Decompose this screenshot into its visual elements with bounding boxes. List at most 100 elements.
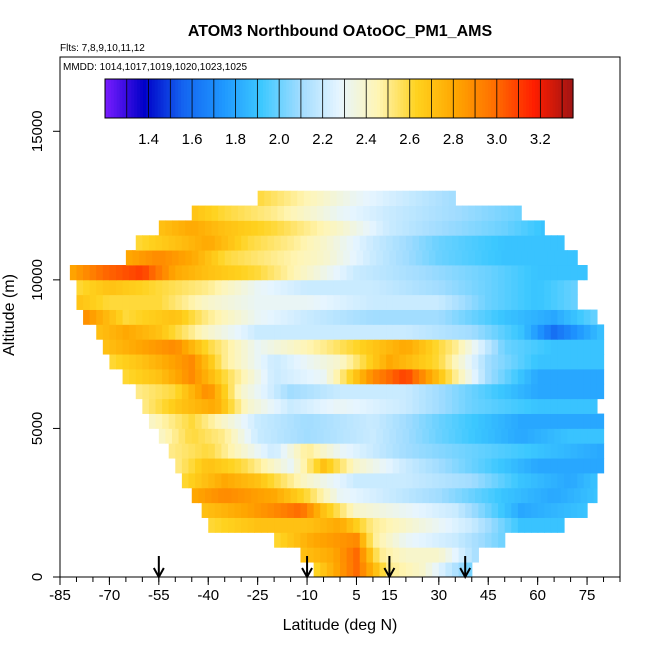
heatmap-cell [438, 532, 447, 548]
heatmap-cell [524, 354, 532, 370]
heatmap-cell [484, 383, 493, 400]
heatmap-cell [501, 250, 509, 266]
heatmap-cell [396, 220, 404, 236]
heatmap-cell [307, 369, 315, 385]
heatmap-cell [313, 517, 321, 533]
heatmap-cell [501, 220, 509, 236]
colorbar-segment [262, 79, 267, 118]
heatmap-cell [422, 250, 430, 266]
heatmap-cell [491, 473, 499, 489]
heatmap-cell [228, 265, 236, 281]
heatmap-cell [544, 458, 552, 474]
heatmap-cell [274, 324, 282, 340]
heatmap-cell [386, 235, 394, 251]
heatmap-cell [544, 502, 552, 518]
heatmap-cell [452, 309, 460, 325]
heatmap-cell [313, 547, 321, 563]
heatmap-cell [234, 413, 242, 429]
heatmap-cell [508, 428, 516, 444]
heatmap-cell [557, 517, 565, 533]
heatmap-cell [484, 309, 493, 325]
heatmap-cell [175, 324, 183, 340]
heatmap-cell [234, 458, 242, 474]
colorbar-segment [260, 79, 264, 118]
colorbar-segment [224, 79, 229, 118]
heatmap-cell [221, 398, 229, 414]
heatmap-cell [534, 428, 542, 444]
heatmap-cell [353, 398, 361, 414]
heatmap-cell [412, 324, 420, 340]
heatmap-cell [241, 339, 249, 355]
x-tick-label: 5 [352, 587, 360, 604]
heatmap-cell [251, 250, 259, 266]
heatmap-cell [491, 413, 499, 429]
heatmap-cell [442, 190, 450, 206]
heatmap-cell [102, 265, 111, 281]
heatmap-cell [531, 517, 539, 533]
heatmap-cell [300, 279, 308, 296]
heatmap-cell [300, 294, 308, 310]
heatmap-cell [369, 487, 377, 504]
heatmap-cell [498, 517, 506, 533]
heatmap-cell [195, 279, 203, 296]
heatmap-cell [484, 458, 493, 474]
heatmap-cell [366, 547, 374, 563]
heatmap-cell [254, 339, 262, 355]
heatmap-cell [412, 369, 420, 385]
heatmap-cell [267, 324, 275, 340]
heatmap-cell [498, 502, 506, 518]
colorbar-segment [365, 79, 369, 118]
heatmap-cell [346, 294, 354, 310]
heatmap-cell [504, 324, 512, 340]
heatmap-cell [481, 205, 489, 221]
heatmap-cell [596, 339, 605, 355]
heatmap-cell [366, 502, 374, 518]
heatmap-cell [567, 250, 575, 266]
heatmap-cell [379, 413, 387, 429]
heatmap-cell [419, 502, 427, 518]
heatmap-cell [280, 458, 288, 474]
heatmap-cell [300, 383, 308, 400]
heatmap-cell [89, 265, 97, 281]
heatmap-cell [590, 473, 598, 489]
heatmap-cell [432, 324, 440, 340]
heatmap-cell [511, 324, 519, 340]
heatmap-cell [356, 250, 364, 266]
heatmap-cell [461, 220, 470, 236]
heatmap-cell [392, 413, 400, 429]
heatmap-cell [359, 354, 367, 370]
heatmap-cell [162, 235, 170, 251]
heatmap-cell [524, 413, 532, 429]
heatmap-cell [445, 294, 453, 310]
heatmap-cell [260, 502, 269, 518]
heatmap-cell [544, 324, 552, 340]
heatmap-cell [405, 473, 414, 489]
heatmap-cell [514, 205, 522, 221]
heatmap-cell [218, 428, 226, 444]
heatmap-cell [234, 473, 242, 489]
heatmap-cell [326, 324, 335, 340]
heatmap-cell [241, 279, 249, 296]
heatmap-cell [376, 220, 384, 236]
heatmap-cell [208, 339, 216, 355]
heatmap-cell [590, 369, 598, 385]
heatmap-cell [564, 324, 572, 340]
colorbar-segment [435, 79, 440, 118]
heatmap-cell [399, 413, 407, 429]
heatmap-cell [241, 265, 249, 281]
heatmap-cell [343, 190, 351, 206]
colorbar-segment [216, 79, 220, 118]
heatmap-cell [323, 428, 331, 444]
heatmap-cell [521, 487, 529, 504]
heatmap-cell [564, 502, 572, 518]
heatmap-cell [531, 354, 539, 370]
heatmap-cell [537, 294, 545, 310]
heatmap-cell [260, 294, 269, 310]
heatmap-cell [422, 428, 430, 444]
heatmap-cell [287, 279, 295, 296]
heatmap-cell [297, 190, 305, 206]
heatmap-cell [234, 324, 242, 340]
colorbar-segment [526, 79, 530, 118]
heatmap-cell [346, 413, 354, 429]
heatmap-cell [264, 428, 272, 444]
